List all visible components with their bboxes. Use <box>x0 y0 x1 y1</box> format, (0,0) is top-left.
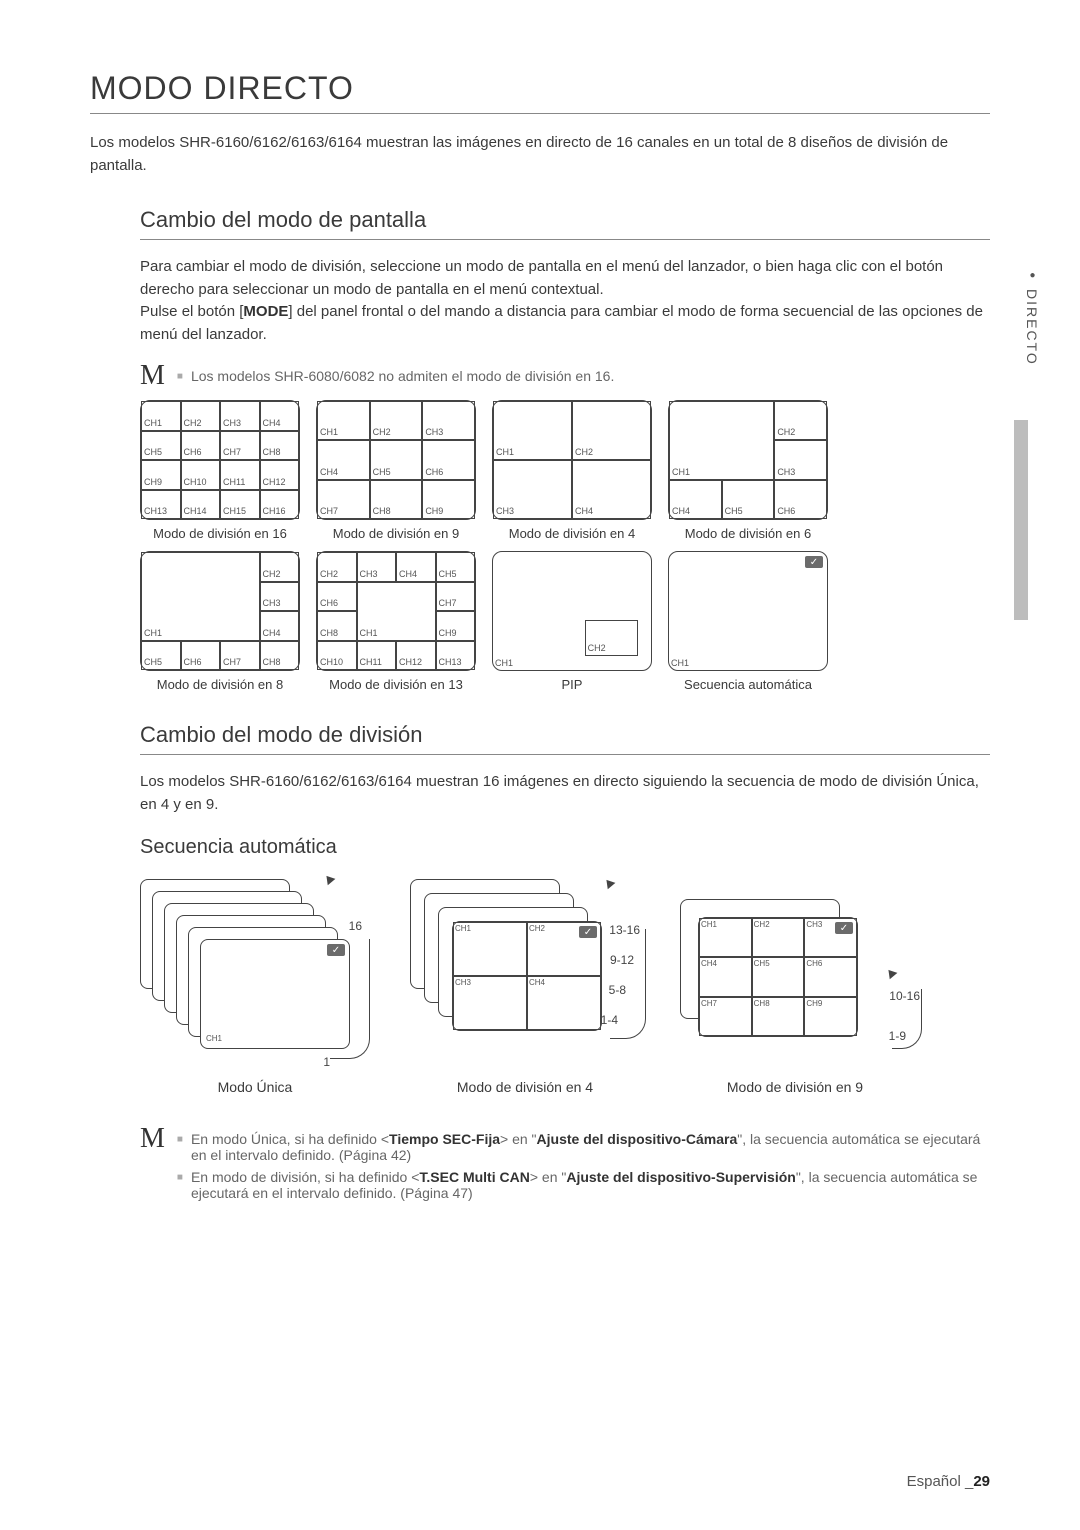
note2b: En modo de división, si ha definido <T.S… <box>191 1169 990 1201</box>
side-tab: DIRECTO <box>1024 270 1040 366</box>
section-split-mode-title: Cambio del modo de división <box>140 722 990 755</box>
note2a: En modo Única, si ha definido <Tiempo SE… <box>191 1131 990 1163</box>
seq-unica: ✓ CH1 16 1 Modo Única <box>140 879 370 1095</box>
note-1: M ■Los modelos SHR-6080/6082 no admiten … <box>140 362 990 390</box>
auto-seq-title: Secuencia automática <box>140 836 990 859</box>
note1-text: Los modelos SHR-6080/6082 no admiten el … <box>191 368 614 384</box>
note-2: M ■ En modo Única, si ha definido <Tiemp… <box>140 1125 990 1207</box>
seq-diagrams: ✓ CH1 16 1 Modo Única ✓ CH3 CH4 CH1 CH2 … <box>140 879 990 1095</box>
grid-row-2: CH1 CH2 CH3 CH4 CH5 CH6 CH7 CH8 Modo de … <box>140 551 990 692</box>
grid-4: CH1 CH2 CH3 CH4 Modo de división en 4 <box>492 400 652 541</box>
note-m-icon: M <box>140 362 165 390</box>
section-screen-mode-body: Para cambiar el modo de división, selecc… <box>140 256 990 346</box>
section1-p1: Para cambiar el modo de división, selecc… <box>140 256 990 301</box>
seq-div9: ✓ CH1 CH2 CH3 CH4 CH5 CH6 CH7 CH8 CH9 10… <box>680 899 910 1095</box>
grid-8: CH1 CH2 CH3 CH4 CH5 CH6 CH7 CH8 Modo de … <box>140 551 300 692</box>
side-bar <box>1014 420 1028 620</box>
intro-text: Los modelos SHR-6160/6162/6163/6164 mues… <box>90 132 990 177</box>
grid-pip: CH1 CH2 PIP <box>492 551 652 692</box>
auto-seq-icon: ✓ <box>805 556 823 568</box>
grid-auto: CH1 ✓ Secuencia automática <box>668 551 828 692</box>
grid-6: CH1 CH2 CH3 CH4 CH5 CH6 Modo de división… <box>668 400 828 541</box>
page-footer: Español _29 <box>907 1473 990 1490</box>
grid-row-1: CH1 CH2 CH3 CH4 CH5 CH6 CH7 CH8 CH9 CH10… <box>140 400 990 541</box>
grid-13: CH1 CH2 CH3 CH4 CH5 CH6 CH7 CH8 CH9 CH10… <box>316 551 476 692</box>
section-screen-mode-title: Cambio del modo de pantalla <box>140 207 990 240</box>
page-title: MODO DIRECTO <box>90 70 990 114</box>
seq-div4: ✓ CH3 CH4 CH1 CH2 13-16 9-12 5-8 1-4 Mod… <box>410 879 640 1095</box>
grid-16: CH1 CH2 CH3 CH4 CH5 CH6 CH7 CH8 CH9 CH10… <box>140 400 300 541</box>
section-split-mode-body: Los modelos SHR-6160/6162/6163/6164 mues… <box>140 771 990 816</box>
section1-p2: Pulse el botón [MODE] del panel frontal … <box>140 301 990 346</box>
grid-9: CH1 CH2 CH3 CH4 CH5 CH6 CH7 CH8 CH9 Modo… <box>316 400 476 541</box>
note-m-icon-2: M <box>140 1125 165 1153</box>
